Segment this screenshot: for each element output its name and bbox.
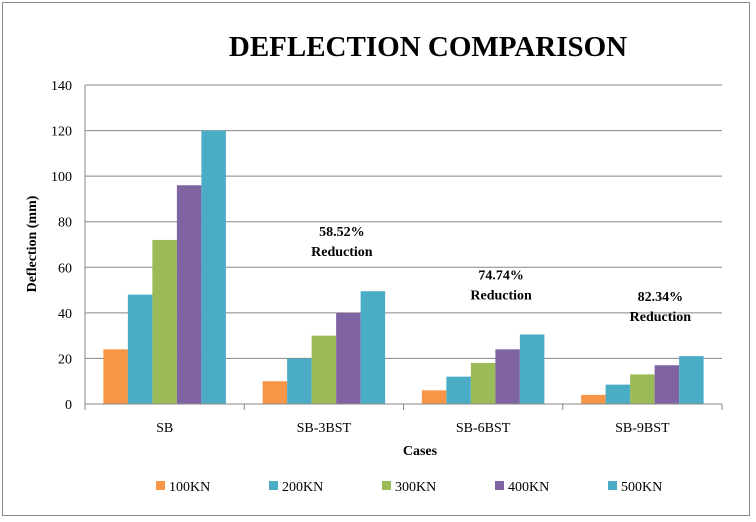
legend: 100KN 200KN 300KN 400KN 500KN — [156, 480, 662, 495]
annotation-reduction: Reduction — [470, 289, 532, 304]
bar-300kn-sb — [152, 239, 177, 404]
bar-500kn-sb-3bst — [360, 291, 386, 404]
bar-300kn-sb-3bst — [311, 335, 337, 404]
y-tick-label: 120 — [51, 125, 72, 140]
legend-label: 400KN — [508, 480, 549, 495]
bar-100kn-sb-3bst — [262, 381, 288, 404]
bar-100kn-sb — [103, 349, 128, 404]
legend-label: 500KN — [621, 480, 662, 495]
annotation-reduction: Reduction — [311, 245, 373, 260]
bar-400kn-sb-9bst — [654, 365, 680, 404]
bar-300kn-sb-6bst — [470, 362, 496, 404]
bar-200kn-sb — [127, 294, 153, 404]
bar-400kn-sb-3bst — [336, 312, 361, 404]
bar-100kn-sb-6bst — [421, 390, 447, 404]
y-tick-label: 60 — [58, 261, 72, 276]
x-tick-label: SB-6BST — [456, 421, 511, 436]
y-tick-label: 20 — [58, 352, 72, 367]
bars — [103, 130, 704, 405]
bar-400kn-sb-6bst — [495, 349, 520, 404]
legend-label: 300KN — [395, 480, 436, 495]
annotation-percent: 58.52% — [319, 225, 365, 240]
legend-swatch-400kn — [495, 481, 504, 490]
y-tick-label: 0 — [65, 398, 72, 413]
legend-label: 200KN — [282, 480, 323, 495]
x-tick-label: SB-3BST — [297, 421, 352, 436]
y-tick-label: 140 — [51, 79, 72, 94]
legend-label: 100KN — [169, 480, 210, 495]
legend-swatch-500kn — [608, 481, 617, 490]
axes — [84, 85, 723, 410]
bar-200kn-sb-3bst — [287, 358, 312, 404]
bar-300kn-sb-9bst — [630, 374, 655, 404]
y-tick-label: 100 — [51, 170, 72, 185]
x-tick-labels: SB SB-3BST SB-6BST SB-9BST — [156, 421, 670, 436]
chart-frame — [2, 2, 750, 516]
legend-swatch-100kn — [156, 481, 165, 490]
bar-200kn-sb-6bst — [446, 376, 471, 404]
y-axis-label: Deflection (mm) — [25, 195, 40, 292]
annotation-reduction: Reduction — [630, 310, 692, 325]
x-axis-label: Cases — [403, 444, 438, 459]
bar-500kn-sb-6bst — [519, 334, 545, 404]
bar-500kn-sb — [201, 130, 226, 405]
legend-swatch-300kn — [382, 481, 391, 490]
annotation-percent: 74.74% — [478, 269, 524, 284]
y-tick-label: 80 — [58, 216, 72, 231]
bar-400kn-sb — [176, 185, 202, 404]
x-tick-label: SB — [156, 421, 173, 436]
annotation-percent: 82.34% — [638, 290, 684, 305]
x-tick-label: SB-9BST — [615, 421, 670, 436]
y-tick-label: 40 — [58, 307, 72, 322]
legend-swatch-200kn — [269, 481, 278, 490]
y-tick-labels: 0 20 40 60 80 100 120 140 — [51, 79, 72, 413]
bar-100kn-sb-9bst — [581, 394, 606, 404]
bar-200kn-sb-9bst — [605, 384, 631, 404]
bar-500kn-sb-9bst — [679, 356, 704, 404]
annotations: 58.52% Reduction 74.74% Reduction 82.34% Redu… — [311, 225, 691, 325]
chart-title: DEFLECTION COMPARISON — [229, 31, 627, 63]
